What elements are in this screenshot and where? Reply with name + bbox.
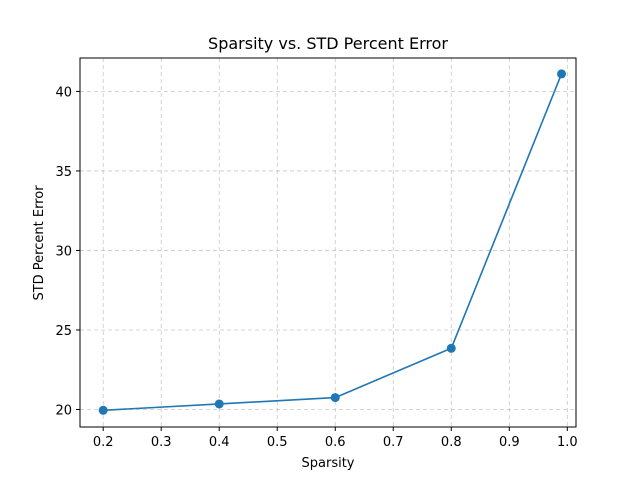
y-tick-label: 35 — [55, 165, 72, 180]
x-tick-label: 1.0 — [557, 435, 578, 450]
x-tick-label: 0.6 — [325, 435, 346, 450]
x-axis-label: Sparsity — [302, 456, 355, 471]
y-axis-label: STD Percent Error — [32, 185, 47, 301]
data-point — [98, 405, 108, 415]
x-tick-label: 0.2 — [93, 435, 114, 450]
x-tick-label: 0.9 — [499, 435, 520, 450]
y-tick-label: 20 — [55, 404, 72, 419]
y-tick-label: 30 — [55, 244, 72, 259]
plot-area-frame — [79, 57, 577, 428]
data-series — [98, 69, 566, 415]
data-point — [446, 343, 456, 353]
grid-lines — [80, 58, 576, 427]
axis-ticks: 0.2 0.3 0.4 0.5 0.6 0.7 0.8 0.9 1.0 20 25 30 35 40 — [55, 85, 577, 450]
x-tick-label: 0.3 — [151, 435, 172, 450]
data-point — [214, 399, 224, 409]
x-tick-label: 0.8 — [441, 435, 462, 450]
x-tick-label: 0.4 — [209, 435, 230, 450]
x-tick-label: 0.5 — [267, 435, 288, 450]
data-point — [330, 393, 340, 403]
y-tick-label: 40 — [55, 85, 72, 100]
y-tick-label: 25 — [55, 324, 72, 339]
x-tick-label: 0.7 — [383, 435, 404, 450]
data-point — [556, 69, 566, 79]
chart-title: Sparsity vs. STD Percent Error — [208, 34, 448, 53]
